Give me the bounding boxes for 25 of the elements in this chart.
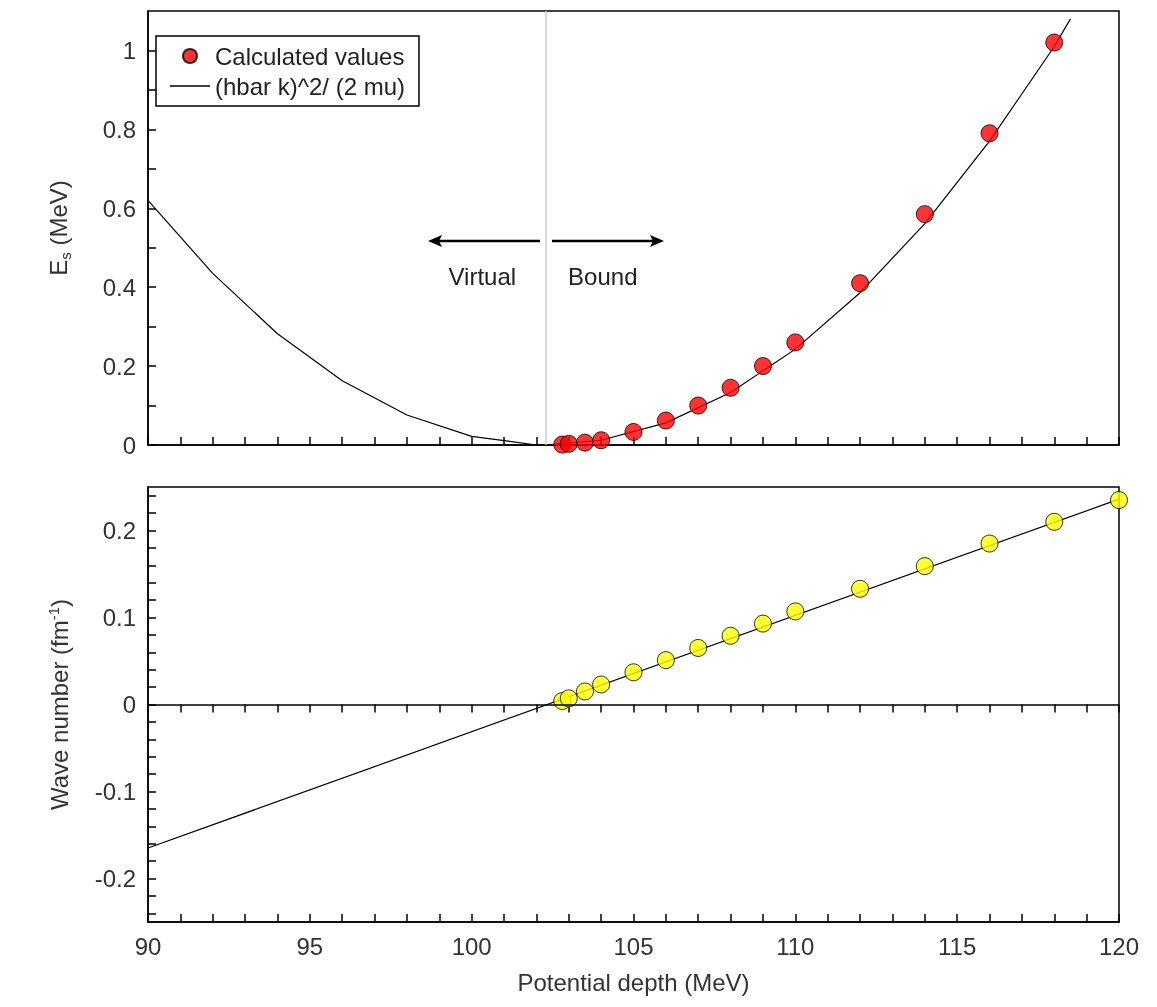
legend-label: Calculated values [215,42,405,70]
y-axis-title: Wave number (fm-1) [45,598,73,811]
y-tick-label: 0 [122,691,136,718]
x-tick-label: 120 [1098,932,1140,960]
y-tick-label: 0.6 [102,194,136,222]
y-tick-label: 0.4 [102,273,136,301]
annotation: Virtual [448,263,517,292]
x-tick-label: 100 [451,932,492,960]
x-tick-label: 95 [296,932,324,960]
y-tick-label: 1 [122,36,136,64]
y-tick-label: 0.2 [102,352,136,380]
x-tick-label: 105 [613,932,654,960]
x-tick-label: 110 [776,932,815,960]
y-axis-title: Es (MeV) [45,180,74,276]
x-tick-label: 115 [938,932,977,960]
y-tick-label: 0 [122,431,136,459]
y-tick-label: 0.1 [102,604,136,631]
x-axis-title: Potential depth (MeV) [517,968,750,996]
y-tick-label: -0.1 [94,778,136,805]
y-tick-label: 0.2 [102,517,136,544]
annotation: Bound [568,263,638,292]
y-tick-label: 0.8 [102,115,136,143]
y-tick-label: -0.2 [94,865,136,892]
x-tick-label: 90 [134,932,162,960]
legend-label: (hbar k)^2/ (2 mu) [215,72,405,100]
